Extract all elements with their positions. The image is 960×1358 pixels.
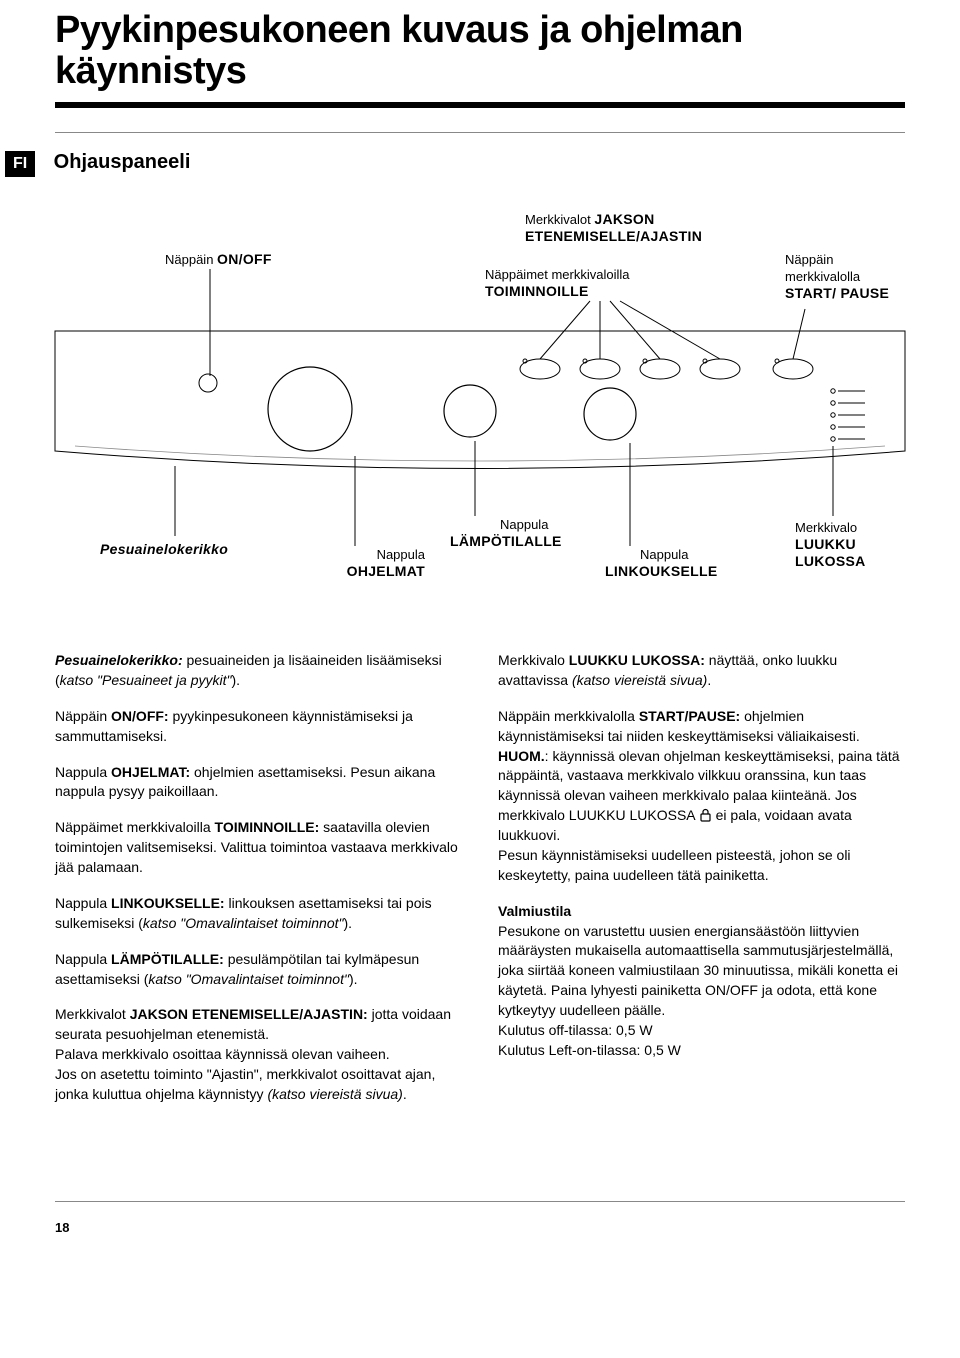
left-column: Pesuainelokerikko: pesuaineiden ja lisäa… (55, 651, 462, 1121)
para-valmiustila: Valmiustila Pesukone on varustettu uusie… (498, 902, 905, 1061)
label-pesuainelokerikko: Pesuainelokerikko (100, 541, 228, 558)
divider-thin (55, 132, 905, 133)
para-luukku: Merkkivalo LUUKKU LUKOSSA: näyttää, onko… (498, 651, 905, 691)
page-number: 18 (55, 1220, 905, 1235)
para-jakson: Merkkivalot JAKSON ETENEMISELLE/AJASTIN:… (55, 1005, 462, 1104)
lock-icon (699, 808, 712, 822)
label-toiminnoille: Näppäimet merkkivaloillaTOIMINNOILLE (485, 266, 685, 300)
label-onoff: Näppäin ON/OFF (165, 251, 272, 268)
language-badge: FI (5, 151, 35, 177)
label-linkoukselle: NappulaLINKOUKSELLE (605, 546, 755, 580)
label-ohjelmat: NappulaOHJELMAT (335, 546, 425, 580)
page-title: Pyykinpesukoneen kuvaus ja ohjelman käyn… (55, 10, 905, 92)
divider-heavy (55, 102, 905, 108)
label-jakson: Merkkivalot JAKSON ETENEMISELLE/AJASTIN (525, 211, 755, 245)
para-lampotilalle: Nappula LÄMPÖTILALLE: pesulämpötilan tai… (55, 950, 462, 990)
para-startpause: Näppäin merkkivalolla START/PAUSE: ohjel… (498, 707, 905, 886)
para-pesuainelokerikko: Pesuainelokerikko: pesuaineiden ja lisäa… (55, 651, 462, 691)
body-columns: Pesuainelokerikko: pesuaineiden ja lisäa… (55, 651, 905, 1121)
label-startpause: Näppäin merkkivalolla START/ PAUSE (785, 251, 895, 301)
control-panel-diagram: Näppäin ON/OFF Merkkivalot JAKSON ETENEM… (55, 191, 905, 601)
label-luukku: Merkkivalo LUUKKU LUKOSSA (795, 519, 915, 569)
footer-rule (55, 1201, 905, 1202)
section-heading: Ohjauspaneeli (54, 151, 191, 174)
label-lampotilalle: NappulaLÄMPÖTILALLE (450, 516, 590, 550)
para-toiminnoille: Näppäimet merkkivaloilla TOIMINNOILLE: s… (55, 818, 462, 878)
right-column: Merkkivalo LUUKKU LUKOSSA: näyttää, onko… (498, 651, 905, 1121)
para-ohjelmat: Nappula OHJELMAT: ohjelmien asettamiseks… (55, 763, 462, 803)
para-linkoukselle: Nappula LINKOUKSELLE: linkouksen asettam… (55, 894, 462, 934)
panel-svg (55, 321, 905, 501)
para-onoff: Näppäin ON/OFF: pyykinpesukoneen käynnis… (55, 707, 462, 747)
